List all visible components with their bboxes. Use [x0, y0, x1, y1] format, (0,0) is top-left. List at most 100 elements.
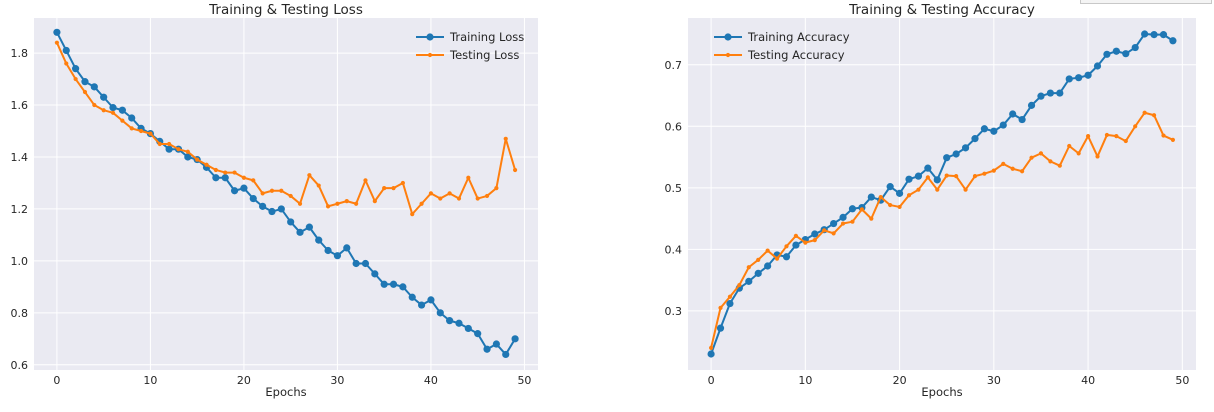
data-point	[1150, 31, 1158, 39]
data-point	[793, 233, 799, 238]
y-tick-label: 1.8	[11, 47, 29, 60]
data-point	[90, 83, 98, 91]
data-point	[129, 126, 134, 131]
data-point	[707, 350, 715, 358]
data-point	[455, 319, 463, 327]
data-point	[1057, 163, 1062, 168]
y-tick-label: 0.3	[665, 305, 683, 318]
data-point	[316, 183, 321, 188]
legend-label: Testing Accuracy	[747, 48, 845, 62]
data-point	[128, 114, 136, 122]
data-point	[1122, 50, 1130, 58]
legend-label: Testing Loss	[449, 48, 519, 62]
x-tick-label: 50	[517, 374, 531, 387]
data-point	[1141, 30, 1149, 38]
data-point	[784, 244, 789, 249]
data-point	[260, 191, 265, 196]
legend-marker	[725, 52, 731, 58]
data-point	[305, 223, 313, 231]
data-point	[859, 207, 864, 212]
data-point	[840, 221, 846, 226]
x-axis-label: Epochs	[265, 385, 306, 399]
data-point	[343, 244, 351, 252]
data-point	[446, 317, 454, 325]
data-point	[1056, 89, 1064, 97]
data-point	[100, 93, 108, 101]
data-point	[980, 125, 989, 133]
data-point	[408, 293, 416, 301]
data-point	[361, 259, 370, 268]
data-point	[1103, 50, 1111, 58]
data-point	[954, 174, 959, 179]
data-point	[716, 324, 725, 332]
data-point	[380, 280, 388, 288]
data-point	[1142, 110, 1147, 115]
data-point	[492, 340, 500, 348]
data-point	[167, 141, 172, 147]
data-point	[344, 199, 349, 204]
data-point	[999, 121, 1007, 129]
data-point	[1123, 138, 1128, 144]
data-point	[897, 204, 902, 210]
data-point	[512, 167, 518, 173]
series-testing-loss	[54, 40, 518, 217]
y-tick-label: 0.5	[665, 182, 683, 195]
data-point	[963, 187, 968, 192]
data-point	[754, 269, 762, 277]
data-point	[1001, 161, 1006, 166]
y-tick-label: 0.4	[665, 243, 683, 256]
data-point	[419, 201, 424, 206]
data-point	[1159, 31, 1168, 39]
x-tick-label: 10	[143, 374, 157, 387]
data-point	[296, 228, 304, 236]
data-point	[73, 76, 78, 82]
data-point	[511, 335, 519, 343]
data-point	[756, 257, 761, 262]
data-point	[727, 294, 733, 299]
data-point	[400, 180, 405, 186]
data-point	[324, 246, 332, 255]
data-point	[888, 202, 893, 208]
data-point	[1170, 137, 1176, 142]
y-tick-label: 0.7	[665, 59, 683, 72]
data-point	[120, 118, 125, 123]
data-point	[484, 193, 490, 199]
data-point	[905, 175, 913, 183]
data-point	[1104, 132, 1110, 138]
series-line	[710, 111, 1174, 349]
data-point	[230, 187, 239, 195]
data-point	[774, 256, 780, 261]
chart-panel-1: 0 10 20 30 40 50 0.6 0.8 1.0 1.2 1.4 1.6 1.8 Training…	[11, 2, 538, 399]
data-point	[148, 131, 153, 136]
data-point	[991, 168, 996, 173]
legend: Training Loss Testing Loss	[416, 30, 524, 62]
data-point	[241, 175, 247, 180]
data-point	[307, 173, 312, 178]
y-tick-label: 1.2	[11, 203, 29, 216]
data-point	[803, 240, 808, 245]
x-tick-label: 10	[798, 374, 812, 387]
chart-title: Training & Testing Loss	[208, 2, 363, 18]
data-point	[456, 196, 462, 201]
data-point	[474, 330, 482, 338]
data-point	[1029, 155, 1034, 160]
x-tick-label: 20	[237, 374, 251, 387]
y-tick-label: 0.6	[11, 359, 29, 372]
data-point	[1067, 143, 1072, 149]
data-point	[464, 324, 472, 333]
data-point	[1075, 74, 1083, 82]
data-point	[1133, 124, 1138, 129]
data-point	[249, 194, 257, 203]
data-point	[1048, 159, 1053, 164]
data-point	[101, 108, 106, 113]
data-point	[335, 201, 340, 206]
data-point	[279, 188, 284, 193]
data-point	[878, 194, 883, 200]
data-point	[251, 178, 256, 183]
data-point	[867, 193, 875, 201]
data-point	[1020, 169, 1025, 174]
data-point	[436, 309, 444, 317]
data-point	[1161, 133, 1166, 138]
data-point	[212, 174, 220, 182]
data-point	[165, 145, 173, 153]
